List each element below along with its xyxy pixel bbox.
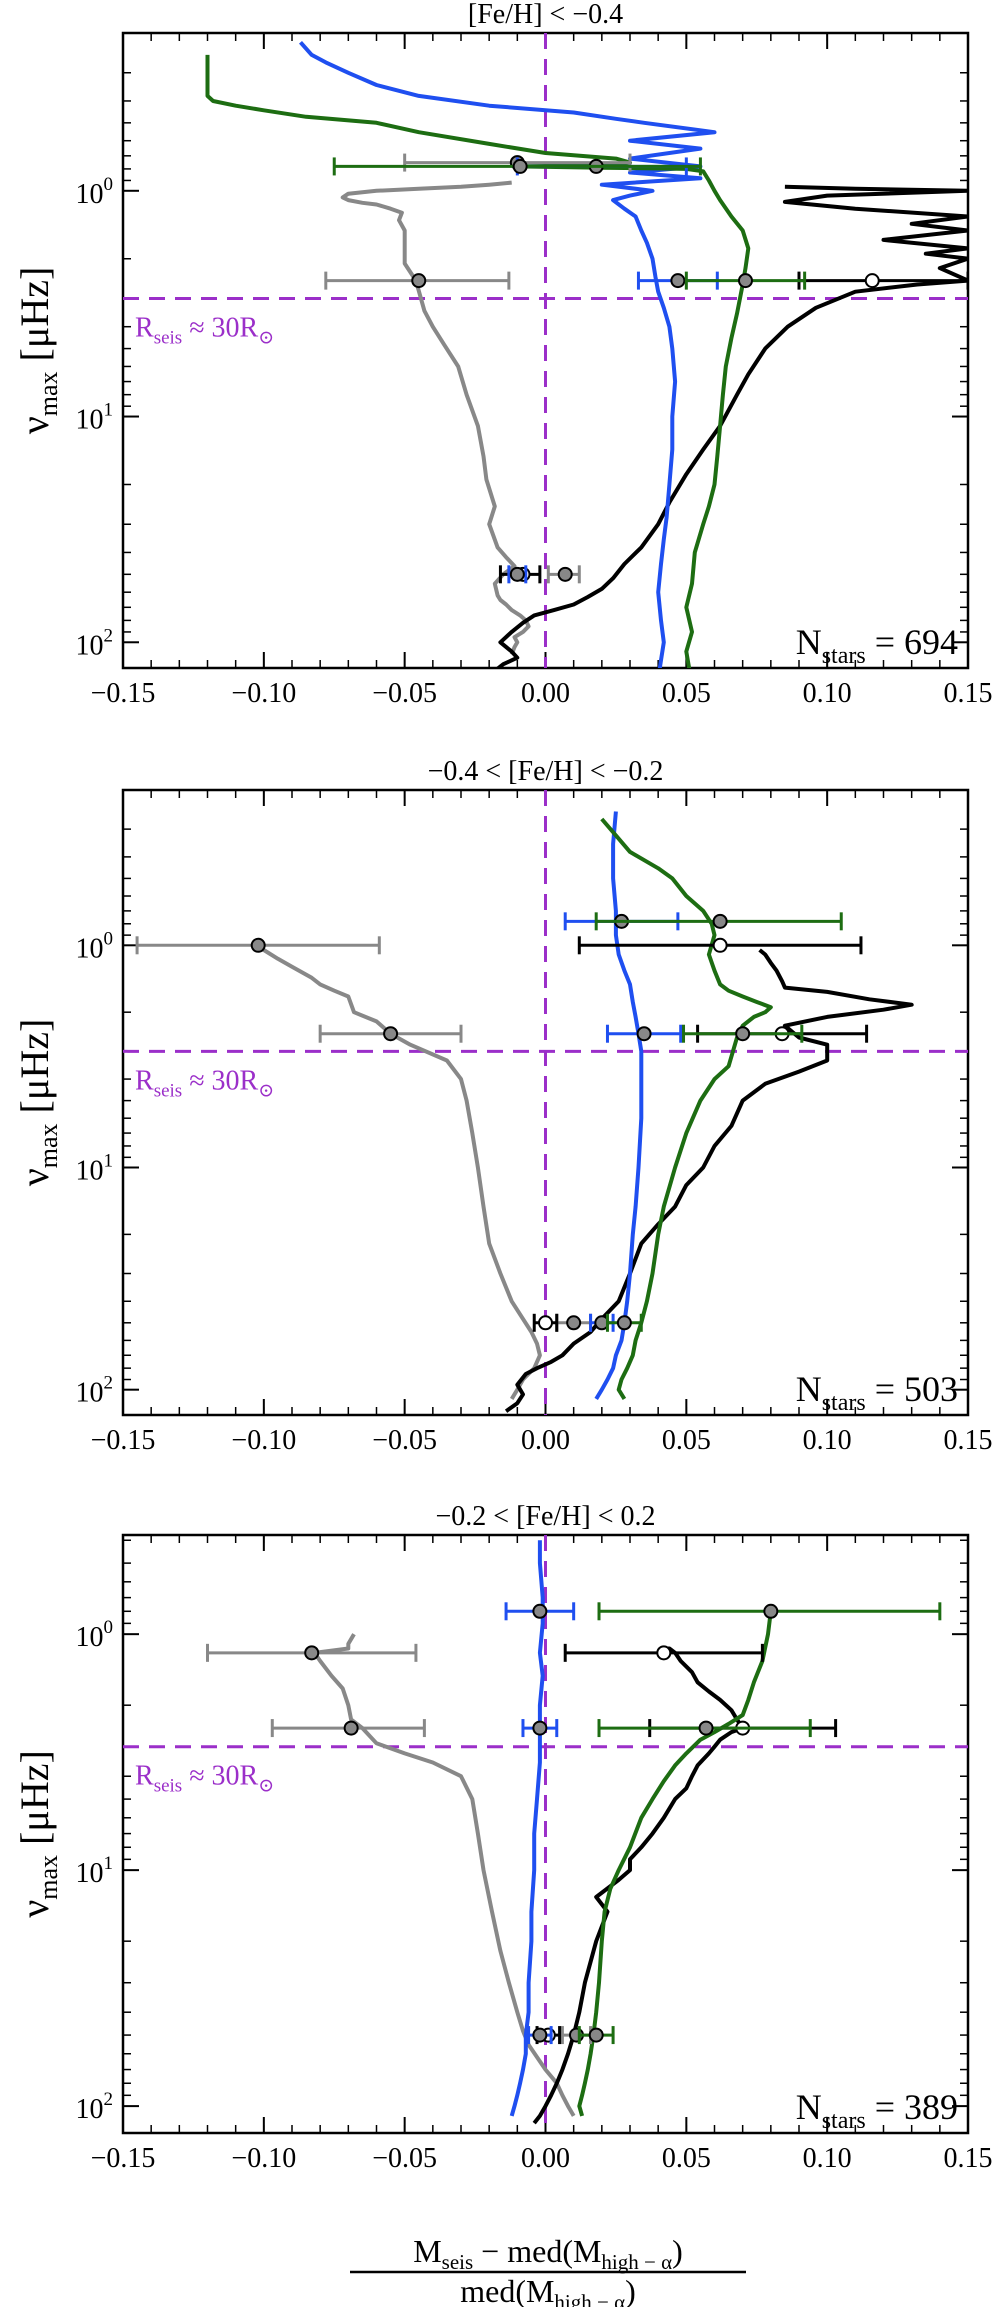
median-marker-green	[735, 1026, 751, 1042]
x-tick-label: 0.10	[803, 678, 852, 709]
plot-area	[123, 33, 968, 668]
series-line-blue	[509, 1540, 545, 2117]
series-line-gray	[312, 1633, 576, 2117]
y-tick-label: 102	[76, 625, 114, 661]
x-tick-label: −0.15	[91, 678, 156, 709]
y-tick-label: 101	[76, 1150, 114, 1186]
x-tick-label: −0.10	[231, 678, 296, 709]
y-tick-label: 100	[76, 1617, 114, 1653]
reference-radius-label: Rseis ≈ 30R⊙	[135, 312, 274, 348]
median-marker-green	[698, 1720, 714, 1736]
panel-title: −0.4 < [Fe/H] < −0.2	[428, 756, 664, 787]
series-line-gray	[256, 943, 542, 1400]
x-tick-label: −0.05	[372, 2143, 437, 2174]
x-tick-label: −0.10	[231, 1425, 296, 1456]
reference-radius-label: Rseis ≈ 30R⊙	[135, 1761, 274, 1797]
series-line-blue	[594, 811, 644, 1400]
series-line-blue	[299, 40, 717, 668]
reference-radius-label: Rseis ≈ 30R⊙	[135, 1065, 274, 1101]
y-tick-label: 101	[76, 400, 114, 436]
median-marker-gray	[250, 937, 266, 953]
y-tick-label: 102	[76, 1373, 114, 1409]
y-axis-label: νmax [μHz]	[12, 267, 63, 435]
series-line-black	[532, 1646, 745, 2125]
x-tick-label: 0.15	[944, 2143, 993, 2174]
x-axis-label-numerator: Mseis − med(Mhigh − α)	[413, 2233, 683, 2274]
star-count-label: Nstars = 503	[796, 1369, 958, 1416]
y-tick-label: 100	[76, 928, 114, 964]
median-marker-green	[737, 273, 753, 289]
x-tick-label: 0.00	[521, 1425, 570, 1456]
median-marker-gray	[343, 1720, 359, 1736]
series-line-green	[577, 1611, 773, 2117]
median-marker-blue	[670, 273, 686, 289]
x-tick-label: 0.00	[521, 678, 570, 709]
plot-area	[123, 1535, 968, 2133]
panel-2: −0.4 < [Fe/H] < −0.2 −0.15 −0.10 −0.05 0.00 0…	[12, 756, 993, 1456]
x-tick-label: 0.05	[662, 1425, 711, 1456]
x-tick-label: −0.15	[91, 1425, 156, 1456]
median-marker-gray	[304, 1645, 320, 1661]
x-tick-label: −0.10	[231, 2143, 296, 2174]
median-marker-blue	[509, 566, 525, 582]
median-marker-black	[864, 273, 880, 289]
x-tick-label: 0.15	[944, 678, 993, 709]
x-tick-label: −0.05	[372, 678, 437, 709]
series-line-black	[504, 948, 914, 1413]
y-axis-label: νmax [μHz]	[12, 1019, 63, 1187]
panel-title: [Fe/H] < −0.4	[468, 0, 623, 30]
y-tick-label: 102	[76, 2089, 114, 2125]
x-axis-label: Mseis − med(Mhigh − α) med(Mhigh − α)	[350, 2233, 746, 2307]
x-tick-label: 0.10	[803, 2143, 852, 2174]
panel-1: [Fe/H] < −0.4 −0.15 −0.10 −0.05 0.00 0.05 0.10…	[12, 0, 993, 709]
x-tick-label: 0.10	[803, 1425, 852, 1456]
panel-title: −0.2 < [Fe/H] < 0.2	[435, 1501, 655, 1532]
series-line-green	[205, 54, 751, 668]
series-line-gray	[340, 180, 531, 656]
x-tick-label: 0.05	[662, 678, 711, 709]
median-marker-green	[712, 913, 728, 929]
median-marker-black	[656, 1645, 672, 1661]
panel-3: −0.2 < [Fe/H] < 0.2 −0.15 −0.10 −0.05 0.00 0.…	[12, 1501, 993, 2174]
median-marker-green	[763, 1603, 779, 1619]
median-marker-green	[588, 2027, 604, 2043]
star-count-label: Nstars = 694	[796, 622, 958, 669]
median-marker-gray	[383, 1026, 399, 1042]
y-tick-label: 100	[76, 174, 114, 210]
median-marker-green	[512, 158, 528, 174]
x-axis-label-denominator: med(Mhigh − α)	[460, 2273, 636, 2307]
plot-area	[123, 790, 968, 1415]
median-marker-black	[538, 1315, 553, 1331]
median-marker-gray	[566, 1315, 582, 1331]
median-marker-gray	[557, 566, 573, 582]
x-tick-label: 0.00	[521, 2143, 570, 2174]
median-marker-black	[712, 937, 728, 953]
x-tick-label: 0.05	[662, 2143, 711, 2174]
star-count-label: Nstars = 389	[796, 2087, 958, 2134]
y-axis-label: νmax [μHz]	[12, 1750, 63, 1918]
median-marker-blue	[636, 1026, 652, 1042]
x-tick-label: 0.15	[944, 1425, 993, 1456]
median-marker-blue	[532, 1603, 548, 1619]
median-marker-green	[616, 1315, 632, 1331]
median-marker-blue	[532, 1720, 548, 1736]
y-tick-label: 101	[76, 1853, 114, 1889]
x-tick-label: −0.05	[372, 1425, 437, 1456]
x-tick-label: −0.15	[91, 2143, 156, 2174]
median-marker-gray	[411, 273, 427, 289]
median-marker-blue	[532, 2027, 548, 2043]
